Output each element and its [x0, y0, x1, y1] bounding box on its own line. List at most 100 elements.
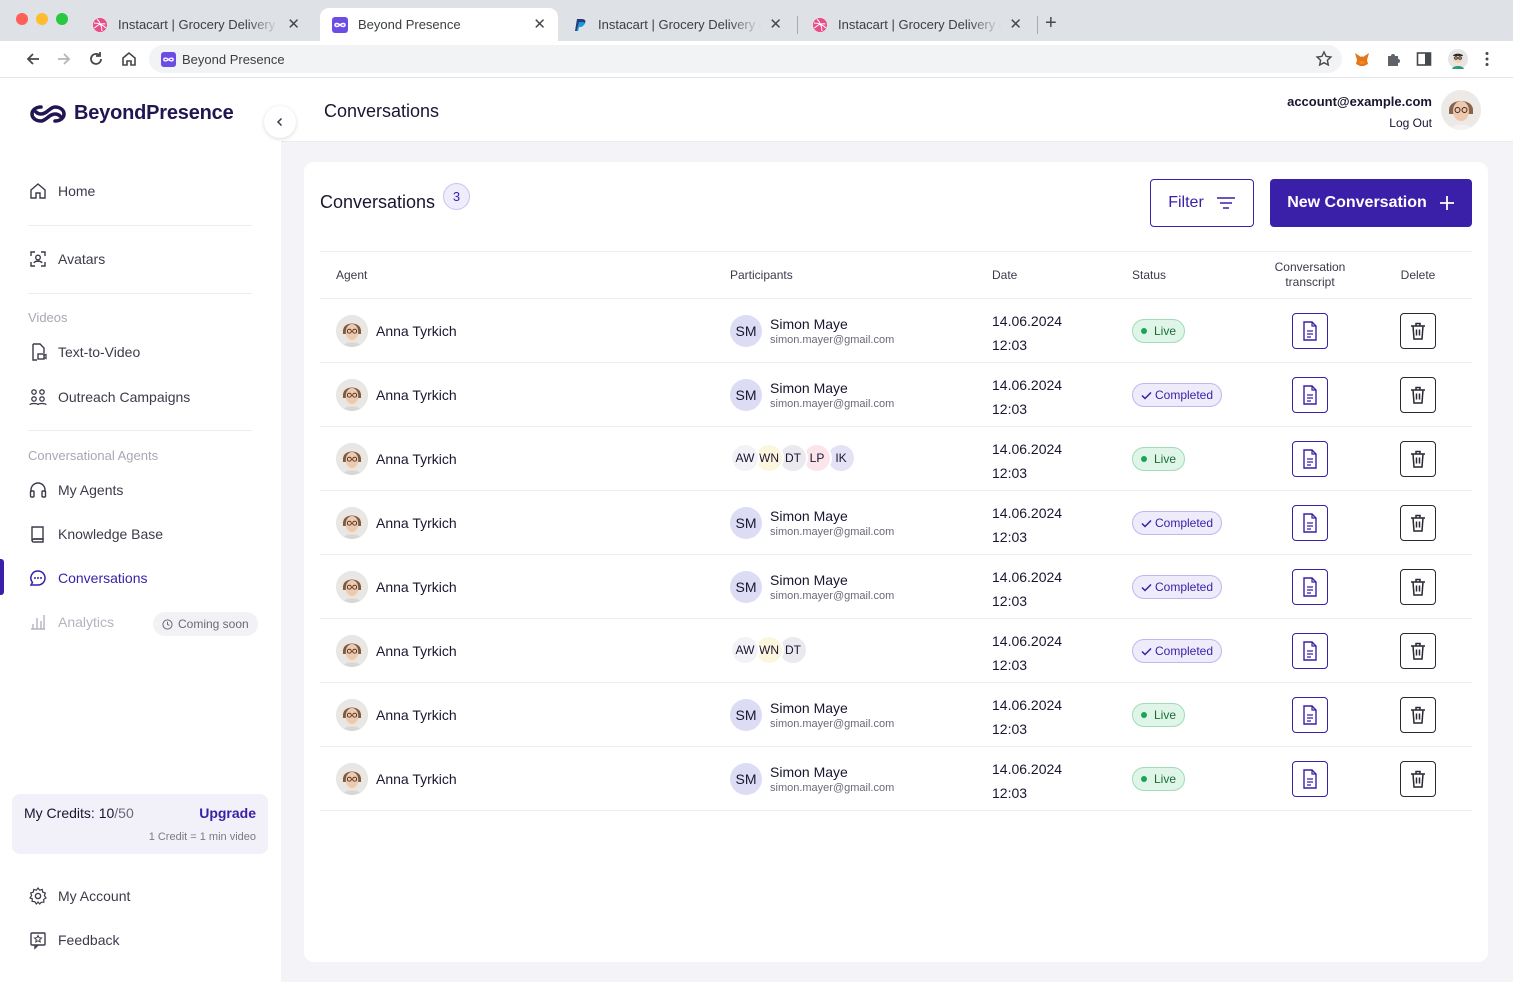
delete-conversation-button[interactable]: [1400, 761, 1436, 797]
logout-link[interactable]: Log Out: [1389, 116, 1432, 130]
agent-name: Anna Tyrkich: [376, 771, 457, 787]
table-row[interactable]: Anna Tyrkich SM Simon Maye simon.mayer@g…: [320, 491, 1472, 555]
maximize-window-icon[interactable]: [56, 13, 68, 25]
agent-avatar: [336, 315, 368, 347]
bookmark-star-icon[interactable]: [1315, 50, 1333, 68]
table-row[interactable]: Anna Tyrkich SM Simon Maye simon.mayer@g…: [320, 299, 1472, 363]
browser-tab-3[interactable]: Instacart | Grocery Delivery or Pickup ✕: [560, 8, 794, 41]
agent-face-icon: [336, 635, 368, 667]
view-transcript-button[interactable]: [1292, 313, 1328, 349]
sidebar-item-outreach-campaigns[interactable]: Outreach Campaigns: [28, 385, 190, 409]
app-header: Conversations account@example.com Log Ou…: [281, 78, 1513, 142]
new-tab-icon[interactable]: +: [1045, 12, 1057, 34]
address-bar[interactable]: Beyond Presence: [149, 45, 1342, 73]
view-transcript-button[interactable]: [1292, 569, 1328, 605]
time-value: 12:03: [992, 657, 1028, 673]
participant-initials: SM: [730, 571, 762, 603]
agent-face-icon: [336, 763, 368, 795]
close-tab-icon[interactable]: ✕: [533, 16, 546, 33]
sidebar-item-conversations[interactable]: Conversations: [28, 566, 148, 590]
close-tab-icon[interactable]: ✕: [769, 16, 782, 33]
back-icon[interactable]: [24, 50, 42, 68]
view-transcript-button[interactable]: [1292, 761, 1328, 797]
status-label: Live: [1154, 708, 1177, 722]
table-row[interactable]: Anna Tyrkich AW WN DT 14.06.2024 12:03 Com…: [320, 619, 1472, 683]
close-tab-icon[interactable]: ✕: [287, 16, 300, 33]
agent-cell: Anna Tyrkich: [336, 507, 457, 539]
profile-avatar-icon[interactable]: [1448, 49, 1468, 69]
view-transcript-button[interactable]: [1292, 377, 1328, 413]
conversations-table: Agent Participants Date Status Conversat…: [320, 251, 1472, 811]
table-row[interactable]: Anna Tyrkich SM Simon Maye simon.mayer@g…: [320, 747, 1472, 811]
user-photo-icon: [1441, 90, 1481, 130]
extensions-puzzle-icon[interactable]: [1384, 50, 1402, 68]
date-cell: 14.06.2024 12:03: [992, 501, 1062, 549]
reload-icon[interactable]: [87, 50, 105, 68]
browser-tab-2[interactable]: Beyond Presence ✕: [320, 8, 558, 41]
view-transcript-button[interactable]: [1292, 441, 1328, 477]
upgrade-link[interactable]: Upgrade: [199, 805, 256, 821]
forward-icon[interactable]: [55, 50, 73, 68]
sidebar-item-text-to-video[interactable]: Text-to-Video: [28, 340, 140, 364]
new-conversation-button[interactable]: New Conversation: [1270, 179, 1472, 227]
document-icon: [1303, 513, 1317, 533]
agent-face-icon: [336, 315, 368, 347]
participant-name: Simon Maye: [770, 699, 848, 716]
trash-icon: [1411, 642, 1425, 660]
delete-conversation-button[interactable]: [1400, 377, 1436, 413]
tab-title: Instacart | Grocery Delivery or Pickup: [598, 17, 761, 32]
browser-toolbar: Beyond Presence: [0, 41, 1513, 78]
collapse-sidebar-button[interactable]: [264, 106, 296, 138]
divider: [28, 225, 252, 226]
sidebar-item-avatars[interactable]: Avatars: [28, 247, 105, 271]
delete-conversation-button[interactable]: [1400, 633, 1436, 669]
table-row[interactable]: Anna Tyrkich SM Simon Maye simon.mayer@g…: [320, 683, 1472, 747]
status-badge-live: Live: [1132, 767, 1186, 791]
sidebar-item-knowledge-base[interactable]: Knowledge Base: [28, 522, 163, 546]
gear-icon: [29, 886, 47, 906]
home-icon[interactable]: [120, 50, 138, 68]
browser-tab-1[interactable]: Instacart | Grocery Delivery or Pickup ✕: [80, 8, 312, 41]
delete-conversation-button[interactable]: [1400, 569, 1436, 605]
time-value: 12:03: [992, 593, 1028, 609]
filter-button[interactable]: Filter: [1150, 179, 1254, 227]
view-transcript-button[interactable]: [1292, 697, 1328, 733]
date-value: 14.06.2024: [992, 761, 1063, 777]
table-row[interactable]: Anna Tyrkich SM Simon Maye simon.mayer@g…: [320, 555, 1472, 619]
sidebar-item-my-agents[interactable]: My Agents: [28, 478, 123, 502]
sidebar-item-label: Outreach Campaigns: [58, 389, 191, 405]
participant-name: Simon Maye: [770, 379, 848, 396]
participant-email: simon.mayer@gmail.com: [770, 525, 895, 538]
participant-email: simon.mayer@gmail.com: [770, 397, 895, 410]
status-badge-completed: Completed: [1132, 383, 1223, 407]
sidebar-item-feedback[interactable]: Feedback: [28, 928, 119, 952]
sidebar-item-home[interactable]: Home: [28, 179, 95, 203]
sidebar-item-my-account[interactable]: My Account: [28, 884, 130, 908]
delete-conversation-button[interactable]: [1400, 697, 1436, 733]
delete-conversation-button[interactable]: [1400, 313, 1436, 349]
view-transcript-button[interactable]: [1292, 505, 1328, 541]
document-icon: [1303, 321, 1317, 341]
metamask-extension-icon[interactable]: [1353, 50, 1371, 68]
agent-cell: Anna Tyrkich: [336, 443, 457, 475]
table-row[interactable]: Anna Tyrkich SM Simon Maye simon.mayer@g…: [320, 363, 1472, 427]
participant: SM Simon Maye simon.mayer@gmail.com: [730, 507, 894, 539]
status-label: Completed: [1155, 388, 1214, 402]
browser-tab-4[interactable]: Instacart | Grocery Delivery or Pickup ✕: [800, 8, 1034, 41]
close-window-icon[interactable]: [16, 13, 28, 25]
minimize-window-icon[interactable]: [36, 13, 48, 25]
close-tab-icon[interactable]: ✕: [1009, 16, 1022, 33]
side-panel-icon[interactable]: [1415, 50, 1433, 68]
table-row[interactable]: Anna Tyrkich AW WN DT LP IK 14.06.2024 12:03…: [320, 427, 1472, 491]
trash-icon: [1411, 450, 1425, 468]
user-avatar[interactable]: [1441, 90, 1481, 130]
brand-logo[interactable]: BeyondPresence: [28, 102, 234, 125]
delete-conversation-button[interactable]: [1400, 505, 1436, 541]
delete-conversation-button[interactable]: [1400, 441, 1436, 477]
column-header-transcript: Conversation transcript: [1274, 260, 1346, 289]
column-header-agent: Agent: [336, 268, 368, 282]
participant-name: Simon Maye: [770, 315, 848, 332]
status-label: Live: [1154, 324, 1177, 338]
browser-menu-icon[interactable]: [1478, 50, 1496, 68]
view-transcript-button[interactable]: [1292, 633, 1328, 669]
